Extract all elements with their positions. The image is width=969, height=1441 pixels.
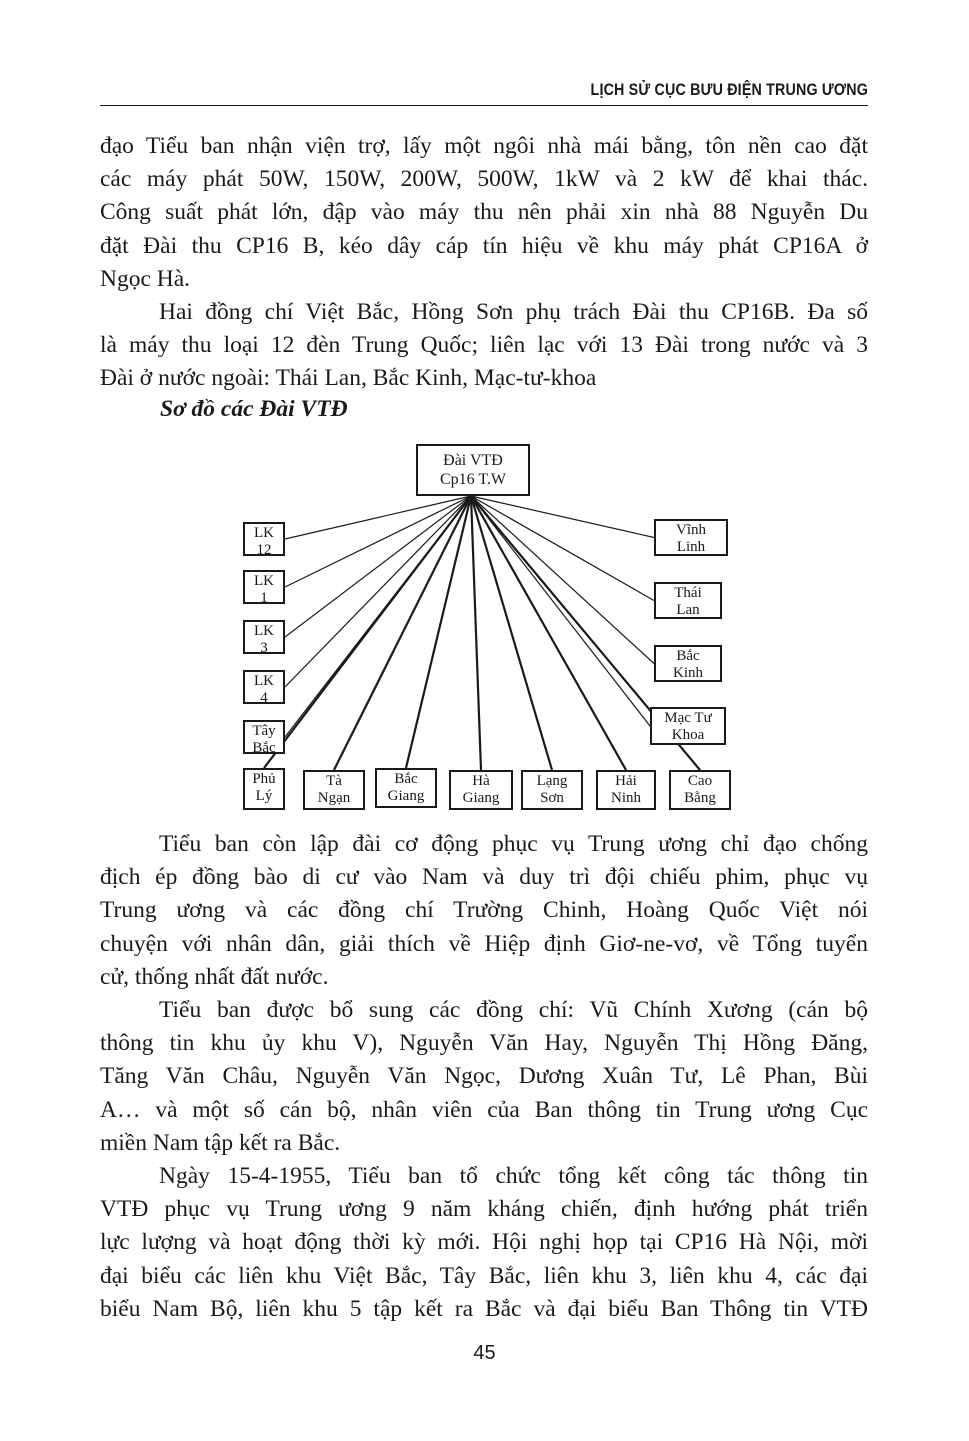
station-label: Đài VTĐ <box>443 452 503 469</box>
paragraph-3: Tiểu ban còn lập đài cơ động phục vụ Tru… <box>100 828 868 994</box>
station-label: Cp16 T.W <box>439 471 507 488</box>
station-box: LK 12 <box>243 522 285 556</box>
station-label: Bắc <box>676 648 700 664</box>
station-label: Lan <box>676 602 700 618</box>
station-label: Thái <box>674 585 702 601</box>
paragraph-line: Hai đồng chí Việt Bắc, Hồng Sơn phụ trác… <box>159 299 868 325</box>
station-label: LK <box>254 525 274 541</box>
connection-line <box>284 495 472 638</box>
station-box: Vĩnh Linh <box>654 519 728 556</box>
paragraph-line: Trung ương và các đồng chí Trường Chinh,… <box>100 897 868 924</box>
station-label: 3 <box>260 640 268 654</box>
paragraph-line: chuyện với nhân dân, giải thích về Hiệp … <box>100 930 868 957</box>
paragraph-line: đạo Tiểu ban nhận viện trợ, lấy một ngôi… <box>100 133 868 159</box>
station-label: Tây <box>252 723 276 739</box>
station-box: LK 4 <box>243 670 285 704</box>
station-label: Vĩnh <box>676 522 706 538</box>
station-box: Hải Ninh <box>596 770 656 810</box>
station-label: Tà <box>326 773 342 789</box>
station-box: Mạc Tư Khoa <box>650 707 726 745</box>
station-label: Cao <box>687 773 713 789</box>
station-label: 12 <box>256 542 272 556</box>
paragraph-line: Công suất phát lớn, đập vào máy thu nên … <box>100 199 868 226</box>
station-label: Giang <box>462 790 500 806</box>
station-label: Lý <box>255 788 273 804</box>
station-label: LK <box>254 623 274 639</box>
connection-line <box>333 495 472 771</box>
paragraph-1: đạo Tiểu ban nhận viện trợ, lấy một ngôi… <box>100 130 868 296</box>
station-label: Linh <box>676 539 706 555</box>
paragraph-line: Tiểu ban còn lập đài cơ động phục vụ Tru… <box>159 831 868 857</box>
station-label: Kinh <box>673 665 703 681</box>
station-box: LK 1 <box>243 570 285 604</box>
station-label: Ngạn <box>317 790 351 806</box>
station-label: 1 <box>260 590 268 604</box>
connection-line <box>470 495 651 727</box>
paragraph-5: Ngày 15-4-1955, Tiểu ban tổ chức tổng kế… <box>100 1160 868 1326</box>
station-box: Cao Bằng <box>669 770 731 810</box>
paragraph-4: Tiểu ban được bổ sung các đồng chí: Vũ C… <box>100 994 868 1160</box>
station-label: Mạc Tư <box>664 710 712 726</box>
paragraph-line: A… và một số cán bộ, nhân viên của Ban t… <box>100 1096 868 1123</box>
station-label: Khoa <box>671 727 705 743</box>
station-box: Hà Giang <box>449 770 513 810</box>
paragraph-line: Ngọc Hà. <box>100 265 191 292</box>
station-box: Bắc Kinh <box>654 645 722 682</box>
root-station-box: Đài VTĐ Cp16 T.W <box>416 444 530 496</box>
connection-line <box>469 495 554 771</box>
station-label: LK <box>254 573 274 589</box>
paragraph-line: đặt Đài thu CP16 B, kéo dây cáp tín hiệu… <box>100 232 868 259</box>
paragraph-line: Tăng Văn Châu, Nguyễn Văn Ngọc, Dương Xu… <box>100 1063 868 1090</box>
paragraph-line: địch ép đồng bào di cư vào Nam và duy tr… <box>100 864 868 891</box>
connection-line <box>469 495 483 771</box>
paragraph-line: đại biểu các liên khu Việt Bắc, Tây Bắc,… <box>100 1262 868 1289</box>
station-label: Ninh <box>611 790 641 806</box>
station-label: 4 <box>260 690 268 704</box>
station-box: Thái Lan <box>654 582 722 619</box>
paragraph-line: VTĐ phục vụ Trung ương 9 năm kháng chiến… <box>100 1196 868 1223</box>
station-label: Bắc <box>394 771 418 787</box>
station-box: Tà Ngạn <box>303 770 365 810</box>
connection-line <box>470 495 655 539</box>
paragraph-line: Ngày 15-4-1955, Tiểu ban tổ chức tổng kế… <box>159 1163 868 1189</box>
station-label: Bắc <box>252 740 276 754</box>
station-box: Phủ Lý <box>243 768 285 810</box>
station-label: Bằng <box>684 790 716 806</box>
connection-line <box>263 495 472 769</box>
page-number: 45 <box>473 1342 496 1364</box>
paragraph-line: Đài ở nước ngoài: Thái Lan, Bắc Kinh, Mạ… <box>100 365 597 392</box>
station-box: Bắc Giang <box>375 768 437 808</box>
station-label: Sơn <box>540 790 564 806</box>
connection-line <box>404 495 473 769</box>
diagram-caption: Sơ đồ các Đài VTĐ <box>160 396 348 422</box>
station-box: LK 3 <box>243 620 285 654</box>
station-label: Phủ <box>252 771 276 787</box>
connection-line <box>470 495 655 602</box>
paragraph-line: biểu Nam Bộ, liên khu 5 tập kết ra Bắc v… <box>100 1295 868 1322</box>
station-label: Hà <box>472 773 490 789</box>
paragraph-line: cử, thống nhất đất nước. <box>100 963 329 990</box>
station-label: Giang <box>387 788 425 804</box>
paragraph-line: thông tin khu ủy khu V), Nguyễn Văn Hay,… <box>100 1030 868 1057</box>
paragraph-line: các máy phát 50W, 150W, 200W, 500W, 1kW … <box>100 166 868 193</box>
station-label: Hải <box>615 773 637 789</box>
paragraph-line: miền Nam tập kết ra Bắc. <box>100 1129 341 1156</box>
station-box: Lạng Sơn <box>521 770 583 810</box>
paragraph-line: là máy thu loại 12 đèn Trung Quốc; liên … <box>100 332 868 359</box>
station-label: Lạng <box>536 773 568 789</box>
connection-line <box>284 495 472 540</box>
station-label: LK <box>254 673 274 689</box>
connection-line <box>470 495 655 664</box>
paragraph-line: lực lượng và hoạt động thời kỳ mới. Hội … <box>100 1229 868 1256</box>
station-box: Tây Bắc <box>243 720 285 754</box>
running-header: LỊCH SỬ CỤC BƯU ĐIỆN TRUNG ƯƠNG <box>590 80 868 99</box>
connection-line <box>284 495 472 688</box>
paragraph-2: Hai đồng chí Việt Bắc, Hồng Sơn phụ trác… <box>100 296 868 396</box>
paragraph-line: Tiểu ban được bổ sung các đồng chí: Vũ C… <box>159 997 868 1023</box>
connection-line <box>284 495 472 588</box>
connection-line <box>470 495 627 771</box>
header-rule <box>100 105 868 106</box>
